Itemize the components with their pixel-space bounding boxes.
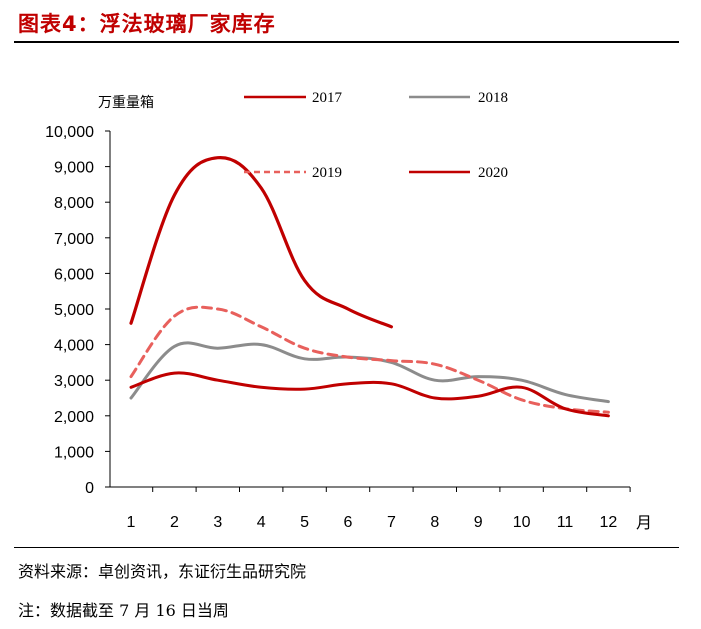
legend-label-2019: 2019 <box>312 165 342 181</box>
y-tick-label: 9,000 <box>54 160 94 177</box>
bottom-rule <box>14 547 679 548</box>
x-tick-label: 8 <box>430 514 439 531</box>
y-tick-label: 2,000 <box>54 409 94 426</box>
x-tick-label: 6 <box>344 514 353 531</box>
series-line-2017 <box>129 371 610 418</box>
y-tick-label: 0 <box>85 480 94 497</box>
y-tick-label: 6,000 <box>54 266 94 283</box>
y-tick-label: 5,000 <box>54 302 94 319</box>
x-tick-label: 1 <box>127 514 136 531</box>
x-tick-label: 3 <box>213 514 222 531</box>
x-tick-label: 11 <box>557 514 574 531</box>
y-tick-label: 10,000 <box>45 124 94 141</box>
y-tick-label: 3,000 <box>54 373 94 390</box>
x-tick-label: 9 <box>474 514 483 531</box>
y-tick-label: 8,000 <box>54 195 94 212</box>
legend-label-2018: 2018 <box>478 90 508 106</box>
top-rule <box>14 41 679 43</box>
x-tick-label: 5 <box>300 514 309 531</box>
x-tick-label: 7 <box>387 514 396 531</box>
y-axis-unit-label: 万重量箱 <box>98 95 154 111</box>
series-line-2019 <box>129 305 610 414</box>
x-tick-label: 4 <box>257 514 266 531</box>
x-tick-label: 2 <box>170 514 179 531</box>
series-line-2020 <box>129 156 393 329</box>
legend-label-2017: 2017 <box>312 90 343 106</box>
y-tick-label: 4,000 <box>54 338 94 355</box>
source-text: 资料来源：卓创资讯，东证衍生品研究院 <box>18 562 307 581</box>
y-tick-label: 1,000 <box>54 444 94 461</box>
x-tick-label: 10 <box>513 514 531 531</box>
x-axis-unit-label: 月 <box>636 515 652 532</box>
legend-label-2020: 2020 <box>478 165 508 181</box>
figure-title: 图表4：浮法玻璃厂家库存 <box>18 12 276 36</box>
note-text: 注：数据截至 7 月 16 日当周 <box>18 601 229 620</box>
x-tick-label: 12 <box>600 514 618 531</box>
y-tick-label: 7,000 <box>54 231 94 248</box>
